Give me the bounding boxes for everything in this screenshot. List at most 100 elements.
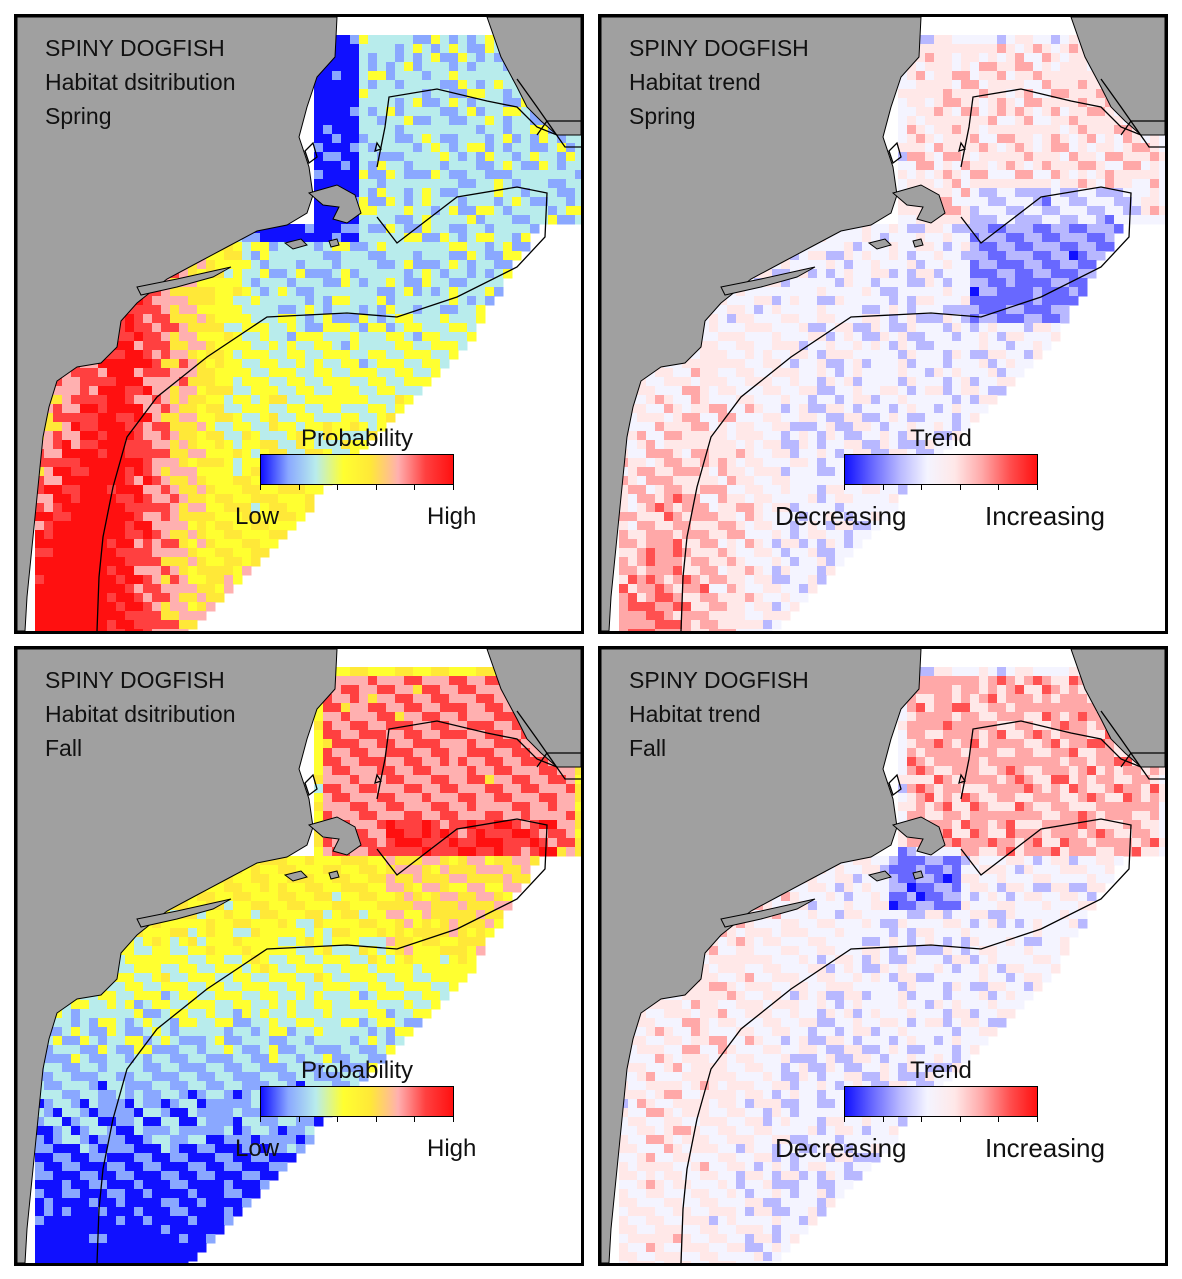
depth-contour: [516, 710, 581, 780]
map-panel-trend-fall: SPINY DOGFISH Habitat trend Fall Trend D…: [598, 646, 1168, 1266]
island: [283, 238, 308, 250]
legend-tick: [414, 485, 416, 490]
legend-tick: [959, 485, 961, 490]
land-mass: [601, 649, 922, 1263]
legend-tick: [1037, 1117, 1038, 1122]
depth-contour: [374, 773, 383, 784]
habitat-map: [601, 649, 1165, 1263]
land-mass: [601, 17, 922, 631]
map-subtitle: Habitat trend: [629, 69, 761, 95]
depth-contour: [516, 78, 581, 148]
legend-title: Probability: [300, 425, 414, 452]
legend-high-label: Increasing: [985, 1133, 1105, 1163]
depth-contour: [958, 773, 967, 784]
legend-title: Trend: [910, 425, 972, 452]
legend-tick: [921, 1117, 923, 1122]
land-mass: [486, 17, 581, 136]
habitat-map: [17, 649, 581, 1263]
season-label: Spring: [629, 103, 696, 129]
land-mass: [1070, 649, 1165, 768]
depth-contour: [680, 186, 1132, 631]
legend-low-label: Decreasing: [775, 1133, 907, 1163]
season-label: Spring: [45, 103, 112, 129]
land-mass: [17, 649, 338, 1263]
legend-tick: [414, 1117, 416, 1122]
legend-tick: [998, 485, 1000, 490]
legend-tick: [375, 1117, 377, 1122]
legend-tick: [882, 485, 884, 490]
legend-tick: [844, 1117, 845, 1122]
legend-tick: [998, 1117, 1000, 1122]
legend-tick: [298, 485, 300, 490]
legend-tick: [453, 485, 454, 490]
depth-contour: [958, 141, 967, 152]
map-subtitle: Habitat dsitribution: [45, 69, 236, 95]
legend-ticks: [844, 485, 1038, 490]
island: [912, 870, 924, 880]
legend-tick: [375, 485, 377, 490]
land-mass: [17, 17, 338, 631]
map-subtitle: Habitat trend: [629, 701, 761, 727]
legend-tick: [337, 485, 339, 490]
depth-contour: [1100, 78, 1165, 148]
legend-color-bar: [260, 454, 454, 485]
island: [912, 238, 924, 248]
depth-contour: [888, 773, 902, 797]
habitat-map: [17, 17, 581, 631]
legend-tick: [959, 1117, 961, 1122]
legend-high-label: High: [427, 503, 477, 530]
depth-contour: [960, 720, 1142, 800]
depth-contour: [960, 88, 1142, 168]
habitat-map: [601, 17, 1165, 631]
island: [328, 870, 340, 880]
depth-contour: [304, 773, 318, 797]
legend-low-label: Low: [235, 503, 280, 530]
legend-ticks: [844, 1117, 1038, 1122]
land-mass: [891, 816, 946, 856]
species-label: SPINY DOGFISH: [45, 35, 225, 61]
depth-contour: [376, 720, 558, 800]
legend-low-label: Low: [235, 1135, 280, 1162]
depth-contour: [1120, 752, 1165, 768]
island: [136, 266, 232, 296]
map-panel-distribution-fall: SPINY DOGFISH Habitat dsitribution Fall …: [14, 646, 584, 1266]
depth-contour: [96, 818, 548, 1263]
species-label: SPINY DOGFISH: [629, 667, 809, 693]
legend-high-label: High: [427, 1135, 477, 1162]
island: [720, 266, 816, 296]
legend-tick: [882, 1117, 884, 1122]
legend-tick: [260, 485, 261, 490]
legend-ticks: [260, 485, 454, 490]
island: [867, 238, 892, 250]
depth-contour: [888, 141, 902, 165]
depth-contour: [536, 120, 581, 136]
depth-contour: [96, 186, 548, 631]
land-mass: [1070, 17, 1165, 136]
legend-color-bar: [844, 1086, 1038, 1117]
depth-contour: [536, 752, 581, 768]
legend-ticks: [260, 1117, 454, 1122]
island: [867, 870, 892, 882]
land-mass: [486, 649, 581, 768]
island: [283, 870, 308, 882]
legend-tick: [1037, 485, 1038, 490]
species-label: SPINY DOGFISH: [629, 35, 809, 61]
legend-tick: [844, 485, 845, 490]
depth-contour: [1100, 710, 1165, 780]
map-subtitle: Habitat dsitribution: [45, 701, 236, 727]
island: [328, 238, 340, 248]
legend-tick: [260, 1117, 261, 1122]
legend-tick: [453, 1117, 454, 1122]
map-panel-trend-spring: SPINY DOGFISH Habitat trend Spring Trend…: [598, 14, 1168, 634]
season-label: Fall: [45, 735, 83, 761]
island: [720, 898, 816, 928]
map-panel-distribution-spring: SPINY DOGFISH Habitat dsitribution Sprin…: [14, 14, 584, 634]
species-label: SPINY DOGFISH: [45, 667, 225, 693]
season-label: Fall: [629, 735, 667, 761]
legend-color-bar: [260, 1086, 454, 1117]
land-mass: [891, 184, 946, 224]
land-mass: [307, 184, 362, 224]
legend-title: Trend: [910, 1057, 972, 1084]
land-mass: [307, 816, 362, 856]
legend-tick: [921, 485, 923, 490]
